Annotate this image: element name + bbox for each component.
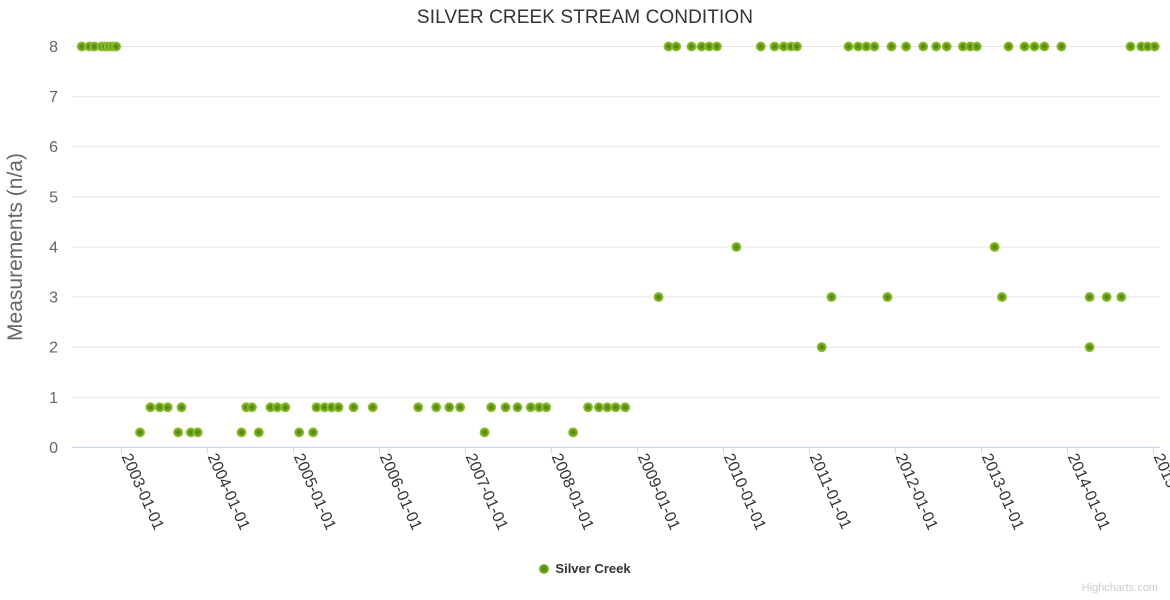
svg-text:2004-01-01: 2004-01-01: [204, 451, 253, 533]
svg-text:2014-01-01: 2014-01-01: [1064, 451, 1113, 533]
svg-text:1: 1: [49, 390, 58, 407]
svg-text:2015-01-01: 2015-01-01: [1150, 451, 1170, 533]
svg-text:6: 6: [49, 139, 58, 156]
svg-text:4: 4: [49, 239, 58, 256]
svg-text:5: 5: [49, 189, 58, 206]
svg-text:2006-01-01: 2006-01-01: [376, 451, 425, 533]
svg-text:2: 2: [49, 340, 58, 357]
svg-text:2012-01-01: 2012-01-01: [892, 451, 941, 533]
svg-text:2011-01-01: 2011-01-01: [806, 451, 854, 532]
svg-text:2009-01-01: 2009-01-01: [634, 451, 683, 533]
svg-text:2005-01-01: 2005-01-01: [290, 451, 339, 533]
svg-text:2010-01-01: 2010-01-01: [720, 451, 769, 533]
svg-text:8: 8: [49, 39, 58, 56]
svg-text:7: 7: [49, 89, 58, 106]
svg-text:2003-01-01: 2003-01-01: [118, 451, 167, 533]
svg-text:2008-01-01: 2008-01-01: [548, 451, 597, 533]
svg-text:3: 3: [49, 290, 58, 307]
svg-text:0: 0: [49, 440, 58, 457]
svg-text:2007-01-01: 2007-01-01: [462, 451, 511, 533]
svg-text:2013-01-01: 2013-01-01: [978, 451, 1027, 533]
